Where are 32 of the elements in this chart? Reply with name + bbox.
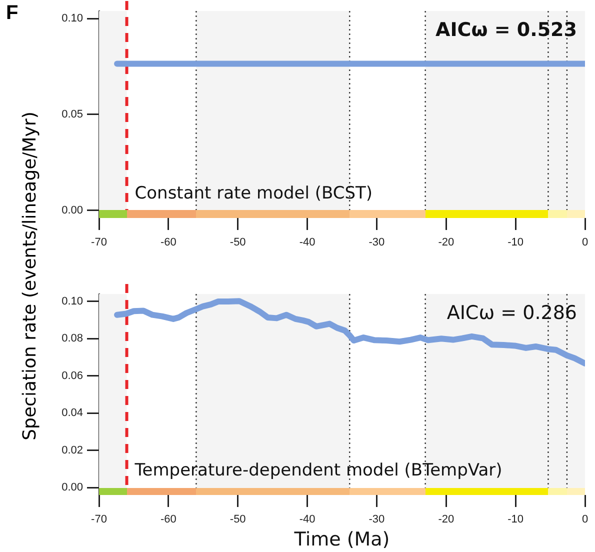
x-tick-label: -40 [299, 236, 316, 249]
x-tick-label: -20 [438, 514, 454, 526]
y-tick-label: 0.10 [62, 12, 83, 25]
annotation: AICω = 0.286 [446, 302, 577, 324]
x-tick-label: -70 [91, 514, 107, 526]
x-tick-label: -60 [160, 236, 176, 249]
annotation: Temperature-dependent model (BTempVar) [134, 460, 502, 480]
y-tick-label: 0.08 [62, 332, 83, 345]
x-tick-label: -40 [299, 514, 316, 526]
x-tick-label: -10 [508, 514, 524, 526]
y-tick-label: 0.02 [62, 444, 83, 456]
y-tick-label: 0.05 [62, 108, 83, 121]
annotation: Constant rate model (BCST) [134, 183, 373, 204]
annotation: AICω = 0.523 [436, 18, 577, 41]
x-tick-label: -70 [91, 236, 107, 249]
x-tick-label: -50 [230, 236, 246, 249]
x-tick-label: -10 [508, 236, 524, 249]
chart-title: F [6, 2, 18, 25]
x-axis-title: Time (Ma) [293, 528, 390, 551]
y-tick-label: 0.00 [62, 482, 83, 494]
x-tick-label: -20 [438, 236, 454, 249]
x-tick-label: -30 [368, 514, 385, 526]
x-tick-label: 0 [582, 514, 588, 526]
y-tick-label: 0.06 [62, 370, 83, 382]
x-tick-label: -60 [160, 514, 176, 526]
y-tick-label: 0.00 [62, 204, 83, 216]
y-tick-label: 0.04 [62, 407, 83, 420]
x-tick-label: 0 [582, 236, 588, 249]
x-tick-label: -50 [230, 514, 246, 526]
y-tick-label: 0.10 [62, 295, 83, 308]
y-axis-title: Speciation rate (events/lineage/Myr) [20, 112, 40, 440]
x-tick-label: -30 [368, 236, 385, 249]
